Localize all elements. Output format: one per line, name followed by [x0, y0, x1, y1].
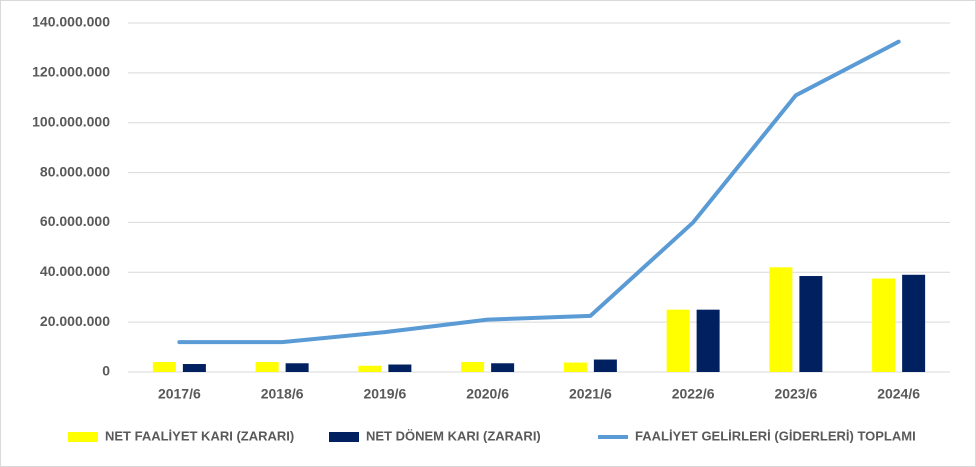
x-tick-label: 2024/6 — [877, 386, 920, 402]
x-tick-label: 2021/6 — [569, 386, 612, 402]
bar — [593, 359, 617, 372]
x-tick-label: 2018/6 — [261, 386, 304, 402]
legend-label: NET FAALİYET KARI (ZARARI) — [105, 428, 294, 443]
bar — [872, 278, 896, 372]
x-tick-label: 2022/6 — [672, 386, 715, 402]
bar — [563, 362, 587, 372]
bar — [358, 365, 382, 372]
legend-label: FAALİYET GELİRLERİ (GİDERLERİ) TOPLAMI — [635, 428, 916, 443]
bar — [285, 363, 309, 372]
legend-swatch — [329, 432, 359, 442]
y-tick-label: 40.000.000 — [40, 263, 110, 279]
line — [177, 39, 901, 345]
x-tick-label: 2020/6 — [466, 386, 509, 402]
y-tick-label: 0 — [102, 363, 110, 379]
bar — [799, 276, 823, 372]
y-tick-label: 120.000.000 — [32, 64, 110, 80]
x-tick-label: 2023/6 — [774, 386, 817, 402]
legend-swatch — [68, 432, 98, 442]
bar — [902, 274, 926, 372]
y-tick-label: 60.000.000 — [40, 213, 110, 229]
x-tick-label: 2017/6 — [158, 386, 201, 402]
y-tick-label: 140.000.000 — [32, 14, 110, 30]
y-tick-label: 80.000.000 — [40, 163, 110, 179]
x-tick-label: 2019/6 — [363, 386, 406, 402]
y-tick-label: 100.000.000 — [32, 113, 110, 129]
bar — [696, 309, 720, 372]
legend-label: NET DÖNEM KARI (ZARARI) — [366, 428, 541, 443]
y-tick-label: 20.000.000 — [40, 313, 110, 329]
bar — [388, 364, 412, 372]
bar — [769, 267, 793, 372]
bar — [666, 309, 690, 372]
bar — [461, 362, 485, 372]
bar — [491, 363, 515, 372]
bar — [152, 362, 176, 372]
bar — [255, 362, 279, 372]
bar — [182, 364, 206, 372]
